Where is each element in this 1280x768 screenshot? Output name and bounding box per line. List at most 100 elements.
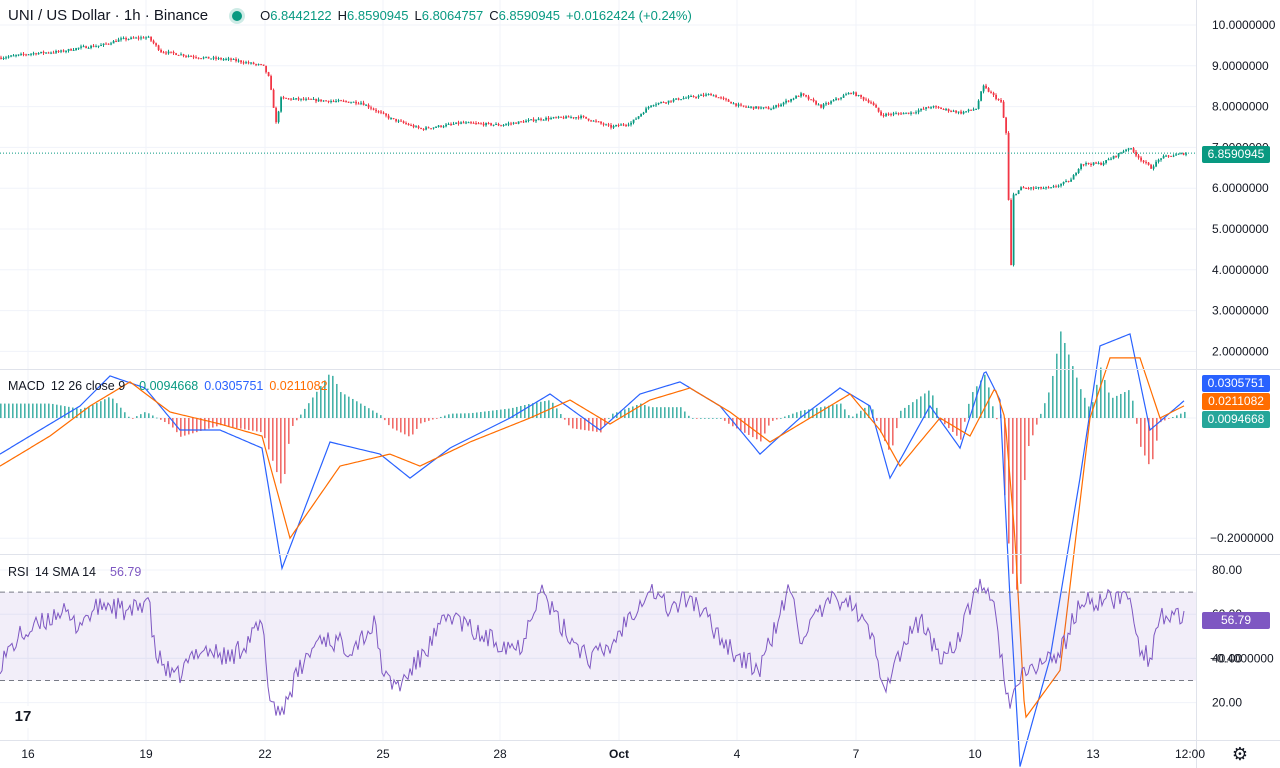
candle-body (472, 122, 475, 124)
macd-histogram-bar (808, 409, 810, 418)
candle-body (565, 116, 567, 119)
candle-body (305, 98, 307, 100)
gear-icon[interactable]: ⚙ (1231, 744, 1249, 764)
candle-body (850, 92, 852, 94)
symbol-title[interactable]: UNI / US Dollar · 1h · Binance (8, 7, 209, 24)
candle-body (387, 115, 390, 119)
macd-histogram-bar (112, 398, 114, 418)
candle-body (145, 37, 147, 39)
time-tick-label: Oct (609, 747, 629, 761)
candle-body (310, 98, 312, 100)
candle-body (512, 122, 515, 124)
tradingview-logo[interactable]: 17 (8, 706, 38, 728)
candle-body (165, 52, 167, 54)
candle-body (955, 110, 957, 113)
candle-body (357, 103, 360, 105)
macd-histogram-bar (648, 406, 650, 418)
candle-body (962, 111, 965, 114)
macd-histogram-bar (912, 402, 914, 418)
macd-name: MACD (8, 379, 45, 393)
macd-histogram-bar (304, 408, 306, 418)
candle-body (65, 50, 67, 52)
candle-body (692, 96, 695, 98)
macd-histogram-bar (760, 418, 762, 442)
candle-body (1062, 181, 1065, 184)
macd-histogram-bar (428, 418, 430, 421)
candle-body (932, 106, 935, 108)
macd-histogram-bar (892, 418, 894, 446)
macd-histogram-bar (916, 399, 918, 418)
candle-body (90, 45, 92, 48)
candle-body (395, 118, 397, 122)
macd-legend[interactable]: MACD 12 26 close 9 0.0094668 0.0305751 0… (8, 379, 334, 393)
candle-body (432, 127, 435, 129)
candle-body (390, 118, 392, 120)
candle-body (1185, 153, 1187, 155)
price-pane[interactable] (0, 35, 1196, 267)
candle-body (1047, 187, 1050, 189)
candle-body (847, 92, 850, 95)
macd-histogram-bar (296, 418, 298, 421)
candle-body (362, 102, 365, 106)
macd-pane[interactable] (0, 331, 1186, 767)
macd-histogram-bar (1144, 418, 1146, 456)
rsi-pane[interactable] (0, 578, 1196, 716)
macd-signal-line (0, 357, 1185, 719)
candle-body (510, 123, 512, 125)
candle-body (285, 97, 287, 99)
candle-body (785, 100, 787, 103)
candle-body (295, 98, 297, 100)
macd-histogram-bar (1168, 418, 1170, 419)
candle-body (455, 122, 457, 124)
candle-body (122, 37, 125, 39)
candle-body (245, 62, 247, 64)
candle-body (355, 101, 357, 104)
macd-histogram-bar (880, 418, 882, 433)
macd-histogram-bar (788, 415, 790, 418)
candle-body (1070, 179, 1072, 182)
candle-body (1130, 148, 1132, 150)
candle-body (830, 101, 832, 104)
macd-histogram-bar (16, 403, 18, 418)
macd-histogram-bar (1060, 331, 1062, 418)
macd-histogram-bar (204, 418, 206, 430)
candle-body (5, 57, 7, 59)
macd-histogram-bar (28, 403, 30, 418)
macd-histogram-bar (784, 416, 786, 418)
macd-histogram-bar (312, 397, 314, 418)
macd-histogram-bar (572, 418, 574, 429)
candle-body (392, 118, 395, 120)
macd-histogram-bar (624, 409, 626, 418)
macd-histogram-bar (816, 407, 818, 418)
candle-body (255, 64, 257, 66)
candle-body (1097, 162, 1100, 164)
candle-body (905, 112, 907, 114)
candle-body (647, 106, 650, 109)
candle-body (212, 57, 215, 59)
candle-body (410, 125, 412, 127)
candle-body (1027, 188, 1030, 190)
candle-body (750, 106, 752, 108)
candle-body (52, 52, 55, 54)
candle-body (722, 97, 725, 99)
candle-body (17, 54, 20, 56)
symbol-legend[interactable]: UNI / US Dollar · 1h · Binance O 6.84421… (8, 7, 698, 24)
macd-histogram-bar (368, 408, 370, 418)
candle-body (937, 106, 940, 108)
candle-body (752, 106, 755, 109)
macd-histogram-bar (1036, 418, 1038, 425)
candle-body (837, 98, 840, 100)
candle-body (37, 53, 40, 55)
candle-body (642, 112, 645, 115)
candle-body (1110, 158, 1112, 160)
macd-histogram-bar (996, 418, 998, 420)
candle-body (530, 119, 532, 121)
candle-body (967, 109, 970, 112)
macd-histogram-bar (292, 418, 294, 426)
candle-body (1175, 154, 1177, 156)
high-label: H (337, 8, 348, 23)
candle-body (415, 126, 417, 128)
rsi-legend[interactable]: RSI 14 SMA 14 56.79 (8, 565, 147, 579)
macd-histogram-bar (152, 415, 154, 418)
